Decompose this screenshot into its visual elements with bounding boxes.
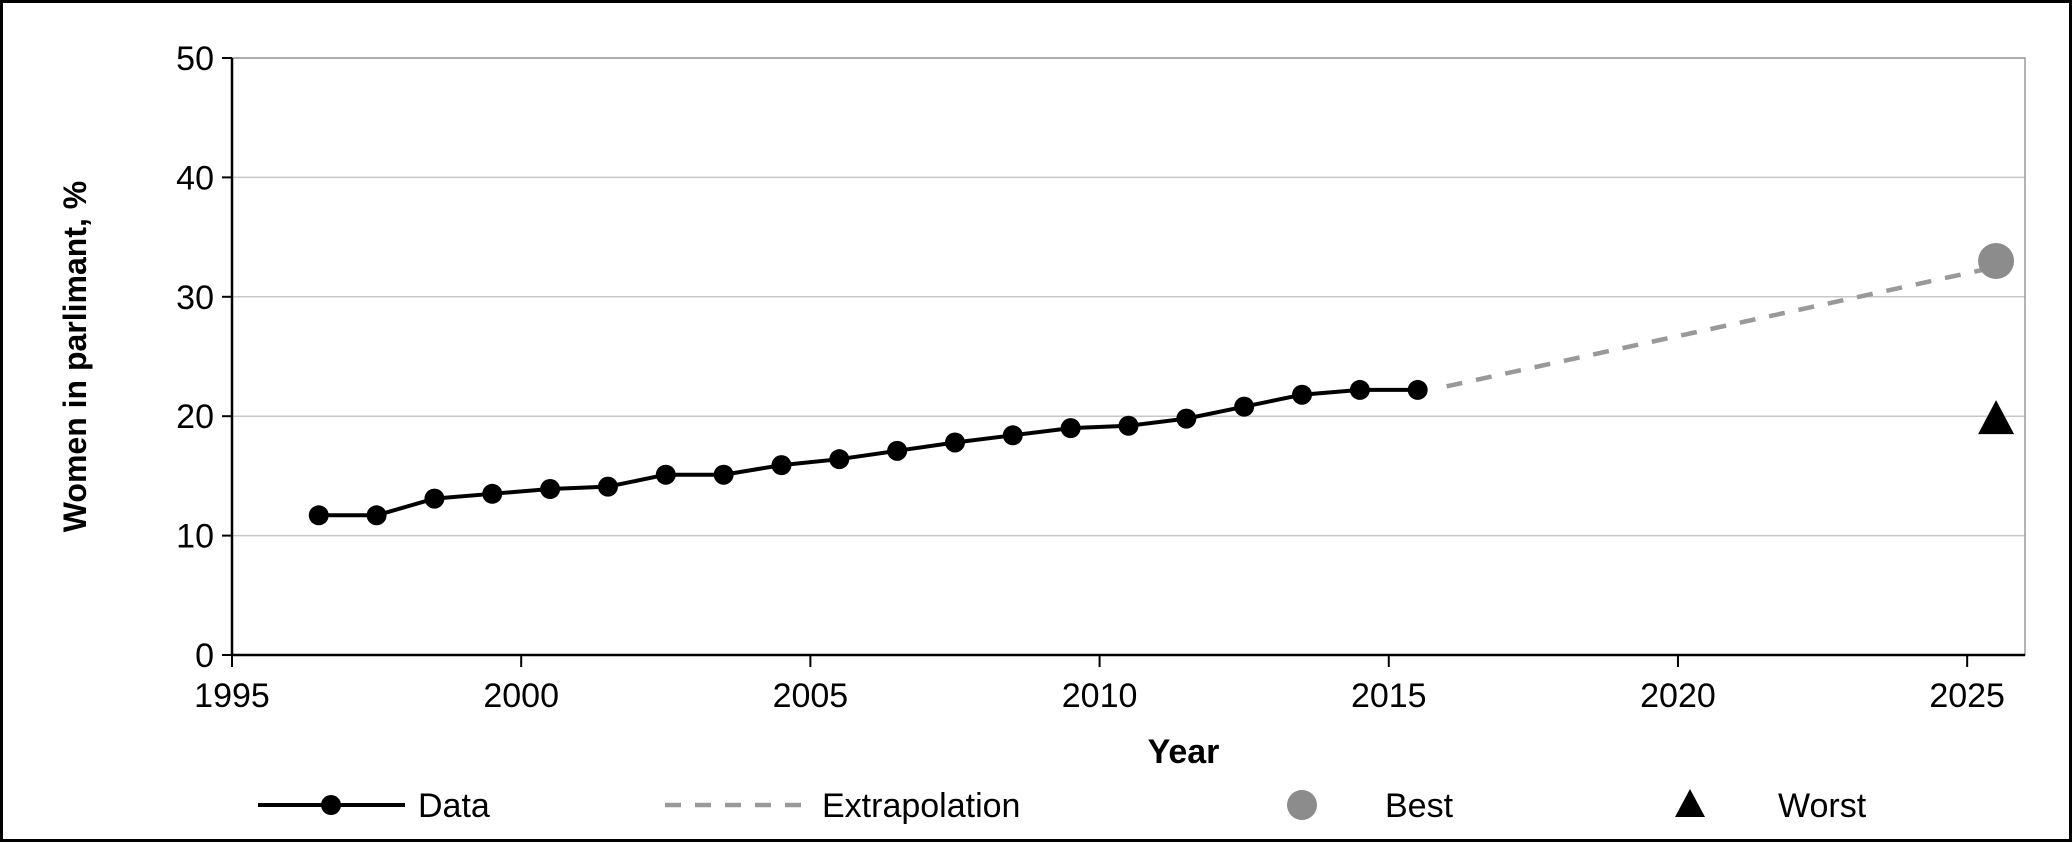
plot-area-border [231,57,2026,656]
y-tick-label: 20 [176,398,214,436]
y-axis-ticks: 0 10 20 30 40 50 [176,40,232,675]
legend: Data Extrapolation Best Worst [258,787,1867,825]
data-point [597,476,618,497]
y-tick-label: 40 [176,159,214,197]
y-tick-label: 0 [195,637,214,675]
y-tick-label: 50 [176,40,214,78]
data-point [1234,396,1255,417]
legend-extrapolation-label: Extrapolation [822,787,1020,825]
y-tick-label: 10 [176,518,214,556]
data-point [829,449,850,470]
y-axis-title: Women in parlimant, % [57,181,93,532]
data-point [308,505,329,526]
series-layer [308,242,2015,526]
y-tick-label: 30 [176,279,214,317]
data-point [540,479,561,500]
data-point [771,455,792,476]
data-point [713,464,734,485]
legend-worst-marker [1675,789,1705,817]
x-tick-label: 2025 [1929,677,2005,715]
worst-point [1978,400,2015,435]
data-point [482,483,503,504]
x-tick-label: 1995 [194,677,270,715]
legend-best-label: Best [1385,787,1454,825]
data-point [1349,379,1370,400]
legend-worst-label: Worst [1778,787,1867,825]
data-point [1118,415,1139,436]
data-point [1060,418,1081,439]
gridlines [232,57,2025,537]
data-point [424,488,445,509]
x-axis-ticks: 1995 2000 2005 2010 2015 2020 2025 [194,655,2005,715]
data-point [1292,384,1313,405]
legend-data-label: Data [418,787,490,825]
data-point [655,464,676,485]
legend-data-marker [321,795,341,815]
data-point [1002,425,1023,446]
axes [230,57,2026,657]
data-point [1176,408,1197,429]
extrapolation-line [1446,264,1997,389]
x-tick-label: 2015 [1351,677,1427,715]
x-axis-title: Year [1148,733,1220,771]
data-point [887,440,908,461]
legend-best-marker [1287,790,1317,820]
x-tick-label: 2020 [1640,677,1716,715]
x-tick-label: 2010 [1062,677,1138,715]
best-point [1978,242,2015,279]
x-tick-label: 2005 [773,677,849,715]
data-point [1407,379,1428,400]
data-point [366,505,387,526]
x-tick-label: 2000 [483,677,559,715]
data-point [944,432,965,453]
